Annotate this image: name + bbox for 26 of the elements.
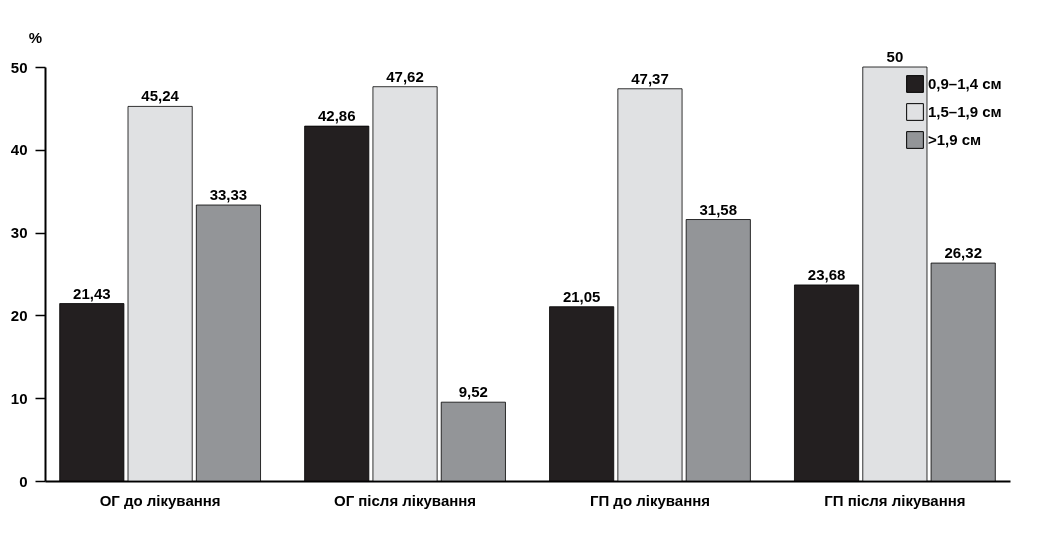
data-label: 50 [886,48,904,65]
legend-label: 0,9–1,4 см [928,75,1002,92]
x-tick-label: ГП після лікування [824,491,966,509]
data-label: 21,05 [562,287,601,305]
y-tick-label: 50 [10,58,28,76]
data-label: 26,32 [944,244,982,262]
data-label: 21,43 [73,284,111,302]
y-axis-title: % [28,28,43,46]
legend-label: 1,5–1,9 см [928,103,1002,120]
data-label: 9,52 [458,383,488,401]
y-tick-label: 10 [10,389,28,407]
x-tick-label: ГП до лікування [589,491,711,509]
y-tick-label: 20 [10,306,28,324]
y-tick-label: 40 [10,141,28,159]
data-label: 47,62 [386,67,424,85]
legend-label: >1,9 см [928,131,982,148]
y-tick-label: 30 [10,224,28,242]
data-label: 42,86 [317,107,356,125]
data-label: 33,33 [209,186,248,204]
x-tick-label: ОГ після лікування [333,491,477,509]
y-tick-label: 0 [19,472,28,490]
data-label: 45,24 [141,87,180,105]
data-label: 23,68 [807,265,846,283]
data-label: 47,37 [631,69,669,87]
data-label: 31,58 [699,200,738,218]
x-tick-label: ОГ до лікування [99,491,221,509]
